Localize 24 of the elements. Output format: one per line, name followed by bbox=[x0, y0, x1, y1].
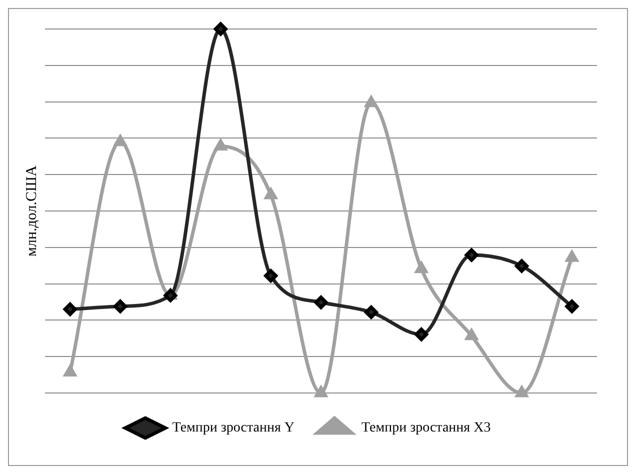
legend-label: Темпри зростання Х3 bbox=[362, 420, 491, 436]
point bbox=[114, 135, 126, 146]
point bbox=[365, 96, 378, 108]
point bbox=[214, 22, 228, 36]
point bbox=[364, 305, 378, 319]
point bbox=[314, 296, 328, 310]
point bbox=[415, 262, 428, 274]
point bbox=[566, 250, 578, 262]
y-axis-title: млн.дол.США bbox=[24, 165, 40, 256]
point bbox=[264, 188, 277, 200]
point bbox=[264, 269, 278, 283]
point bbox=[514, 259, 528, 273]
point bbox=[114, 300, 128, 314]
point bbox=[164, 288, 178, 302]
point bbox=[516, 386, 528, 398]
point bbox=[63, 302, 77, 316]
legend-label: Темпри зростання Y bbox=[172, 420, 295, 436]
point bbox=[214, 139, 227, 150]
point bbox=[465, 329, 478, 340]
point bbox=[464, 248, 478, 262]
point bbox=[414, 328, 428, 342]
point bbox=[314, 386, 328, 398]
point bbox=[64, 366, 76, 376]
point bbox=[565, 300, 579, 314]
